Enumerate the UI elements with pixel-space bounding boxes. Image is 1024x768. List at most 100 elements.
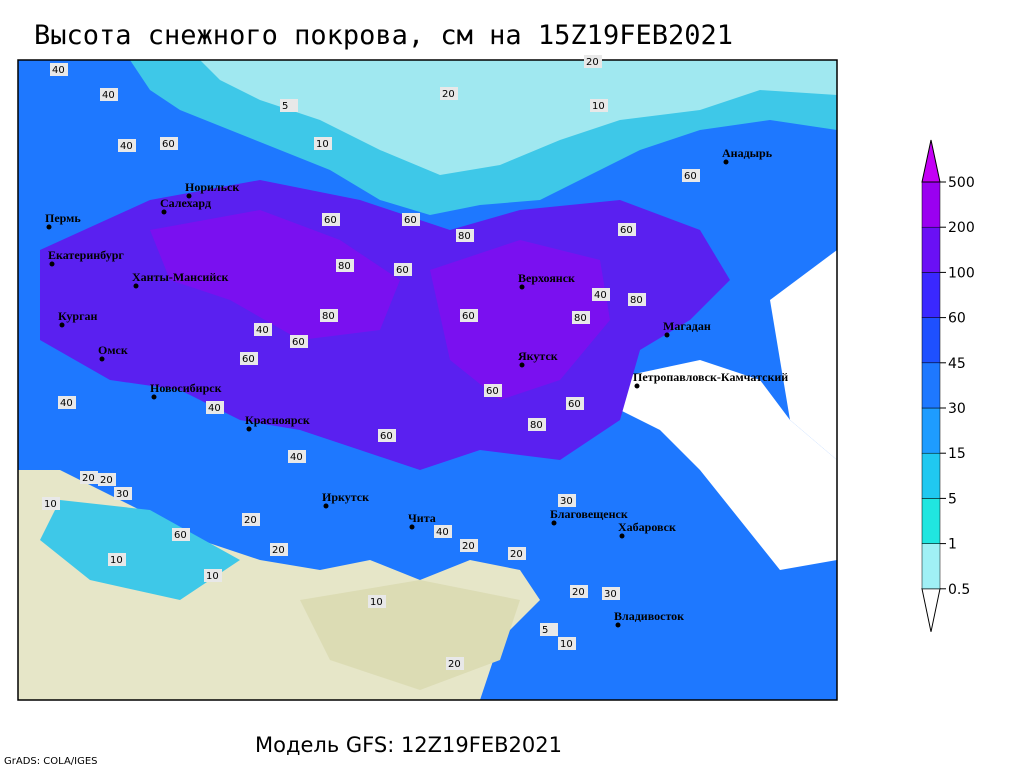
city-label: Красноярск [245, 413, 310, 427]
contour-label: 40 [102, 90, 115, 101]
contour-label: 40 [594, 290, 607, 301]
contour-label-box [118, 139, 136, 152]
contour-label: 30 [560, 496, 573, 507]
contour-label: 20 [572, 587, 585, 598]
contour-label-box [558, 637, 576, 650]
contour-label: 10 [560, 639, 573, 650]
contour-label: 5 [542, 625, 548, 636]
contour-label: 20 [510, 549, 523, 560]
contour-label-box [446, 657, 464, 670]
city-label: Иркутск [322, 490, 369, 504]
city-label: Омск [98, 343, 128, 357]
contour-label: 40 [52, 65, 65, 76]
contour-label: 20 [462, 541, 475, 552]
city-dot [246, 426, 252, 432]
colorbar-segment [921, 272, 941, 318]
colorbar-segment [921, 317, 941, 364]
contour-label: 80 [630, 295, 643, 306]
map-frame [17, 59, 838, 701]
contour-label-box [368, 595, 386, 608]
contour-label: 20 [448, 659, 461, 670]
contour-label-box [58, 396, 76, 409]
contour-label: 10 [110, 555, 123, 566]
map [17, 59, 838, 701]
model-footer: Модель GFS: 12Z19FEB2021 [255, 733, 562, 757]
contour-label: 10 [44, 499, 57, 510]
city-dot [99, 356, 105, 362]
colorbar-label: 15 [948, 446, 966, 462]
contour-label-box [242, 513, 260, 526]
city-label: Верхоянск [518, 271, 575, 285]
contour-labels: 40 40 20 10 20 5 10 60 40 60 80 60 60 80 60 80 60 40 60 80 6… [42, 55, 700, 670]
colorbar-segment [921, 588, 941, 632]
city-label: Анадырь [722, 146, 773, 160]
colorbar-segment [921, 543, 941, 590]
contour-label-box [114, 487, 132, 500]
contour-label: 10 [370, 597, 383, 608]
city-label: Ханты-Мансийск [132, 270, 229, 284]
contour-label: 60 [486, 386, 499, 397]
colorbar-label: 0.5 [948, 582, 970, 598]
city-label: Пермь [45, 211, 81, 225]
contour-label-box [50, 63, 68, 76]
contour-label-box [460, 539, 478, 552]
contour-label: 40 [436, 527, 449, 538]
contour-label: 20 [82, 473, 95, 484]
contour-label: 60 [462, 311, 475, 322]
contour-label-box [402, 213, 420, 226]
contour-label-box [42, 497, 60, 510]
contour-label-box [160, 137, 178, 150]
contour-label-box [508, 547, 526, 560]
city-label: Якутск [518, 349, 558, 363]
city-label: Петропавловск-Камчатский [633, 370, 788, 384]
deep-snow-core [430, 240, 610, 400]
contour-label: 80 [322, 311, 335, 322]
contour-label-box [540, 623, 558, 636]
city-dot [519, 362, 525, 368]
contour-label: 40 [60, 398, 73, 409]
city-dot [409, 524, 415, 530]
contour-label-box [204, 569, 222, 582]
colorbar-label: 100 [948, 265, 975, 281]
contour-label: 60 [242, 354, 255, 365]
contour-label: 60 [620, 225, 633, 236]
city-dot [723, 159, 729, 165]
cities: Норильск Салехард Пермь Екатеринбург Ханты-М… [45, 146, 788, 628]
contour-label-box [314, 137, 332, 150]
city-label: Курган [58, 309, 98, 323]
city-label: Хабаровск [618, 520, 676, 534]
contour-label-box [100, 88, 118, 101]
contour-label: 40 [208, 403, 221, 414]
contour-label: 80 [574, 313, 587, 324]
contour-label: 60 [404, 215, 417, 226]
contour-label: 60 [292, 337, 305, 348]
contour-label: 80 [530, 420, 543, 431]
arctic-ice [200, 60, 837, 175]
contour-label: 60 [684, 171, 697, 182]
contour-label-box [572, 311, 590, 324]
contour-label: 30 [604, 589, 617, 600]
contour-label-box [434, 525, 452, 538]
city-dot [133, 283, 139, 289]
city-dot [634, 383, 640, 389]
colorbar-segment [921, 362, 941, 409]
city-label: Магадан [663, 319, 711, 333]
contour-label-box [618, 223, 636, 236]
contour-label: 20 [442, 89, 455, 100]
okhotsk-sea [620, 360, 837, 570]
credit: GrADS: COLA/IGES [4, 756, 98, 767]
contour-label-box [322, 213, 340, 226]
contour-label: 10 [592, 101, 605, 112]
contour-label-box [528, 418, 546, 431]
city-dot [551, 520, 557, 526]
colorbar-label: 60 [948, 311, 966, 327]
deep-snow-core [150, 210, 400, 340]
colorbar-segment [921, 226, 941, 273]
contour-label-box [240, 352, 258, 365]
contour-label-box [254, 323, 272, 336]
contour-label: 30 [116, 489, 129, 500]
city-label: Благовещенск [550, 507, 628, 521]
contour-label-box [98, 473, 116, 486]
city-dot [619, 533, 625, 539]
contour-label-box [440, 87, 458, 100]
